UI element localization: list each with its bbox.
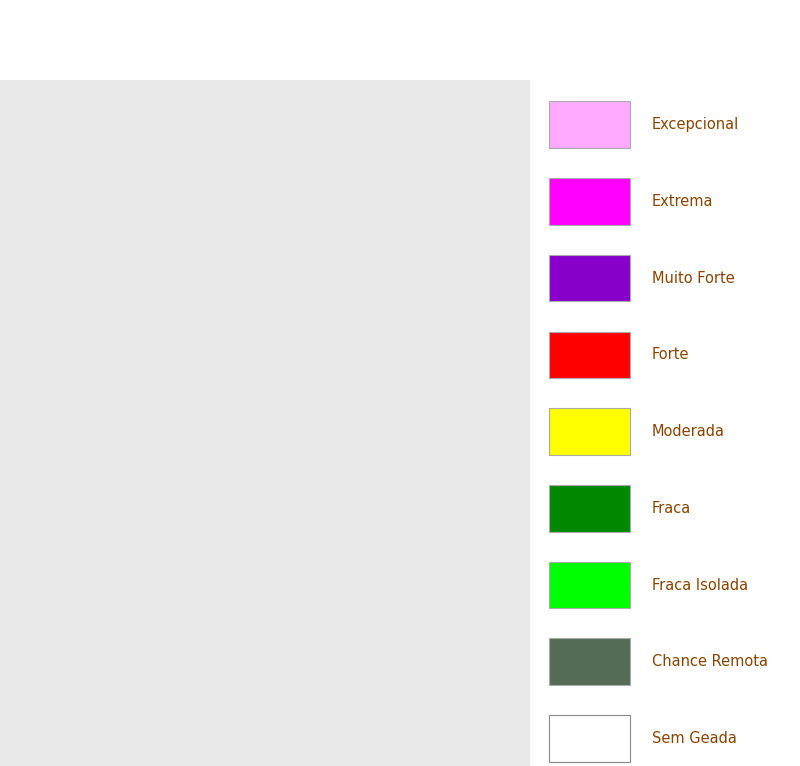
Text: Muito Forte: Muito Forte: [651, 270, 734, 286]
Text: Fraca: Fraca: [651, 501, 690, 516]
Text: Forte: Forte: [651, 347, 689, 362]
Text: Fraca Isolada: Fraca Isolada: [651, 578, 748, 593]
Text: Moderada: Moderada: [651, 424, 725, 439]
Text: COSMO 7km - Previsão de GEADA: COSMO 7km - Previsão de GEADA: [236, 15, 564, 32]
Bar: [549, 485, 630, 532]
Bar: [549, 715, 630, 762]
Bar: [549, 639, 630, 685]
Text: Validade: 09:00 UTC do dia 20/08/2022 ( i + 57 horas ): Validade: 09:00 UTC do dia 20/08/2022 ( …: [176, 59, 624, 74]
Text: Chance Remota: Chance Remota: [651, 654, 767, 669]
Bar: [549, 332, 630, 378]
Bar: [549, 255, 630, 301]
Text: Inicialização (i): 00:00 UTC do dia 18/08/2022: Inicialização (i): 00:00 UTC do dia 18/0…: [213, 37, 587, 52]
Bar: [549, 178, 630, 224]
Text: Sem Geada: Sem Geada: [651, 731, 736, 746]
Text: Excepcional: Excepcional: [651, 117, 738, 132]
Bar: [549, 408, 630, 455]
Text: Extrema: Extrema: [651, 194, 713, 209]
Bar: [549, 101, 630, 148]
Bar: [549, 561, 630, 608]
